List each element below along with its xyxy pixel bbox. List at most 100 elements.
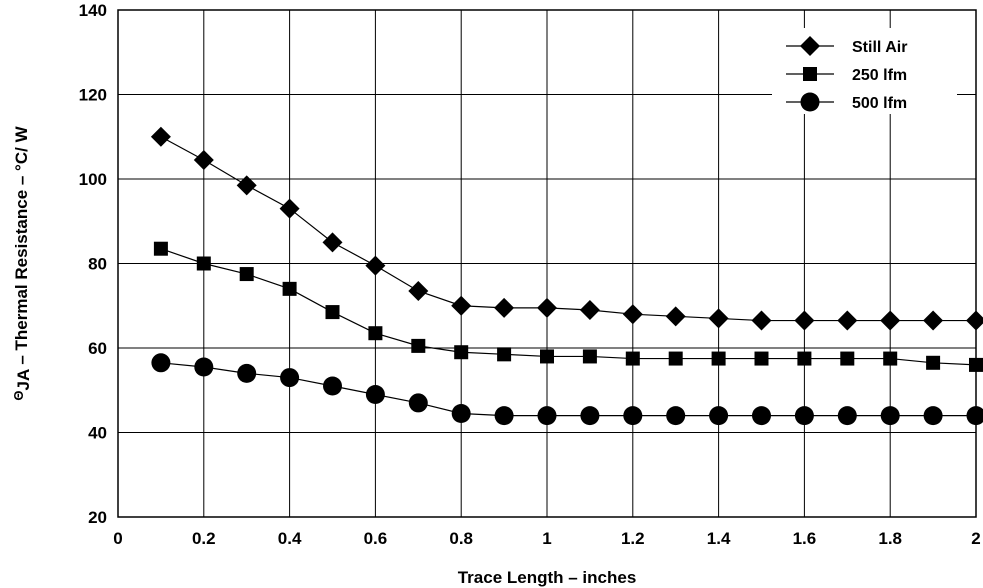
data-point-square bbox=[711, 351, 726, 366]
data-point-square bbox=[497, 347, 512, 362]
legend-item: 500 lfm bbox=[786, 92, 907, 112]
x-tick-label: 0.4 bbox=[278, 529, 302, 548]
y-axis-label-subscript: JA bbox=[14, 369, 33, 390]
series-layer bbox=[150, 126, 983, 426]
data-point-diamond bbox=[665, 306, 686, 327]
data-point-circle bbox=[623, 406, 643, 426]
data-point-square bbox=[797, 351, 812, 366]
data-point-circle bbox=[837, 406, 857, 426]
legend-marker-diamond bbox=[800, 36, 820, 56]
data-point-diamond bbox=[966, 310, 983, 331]
data-point-circle bbox=[923, 406, 943, 426]
y-tick-label: 20 bbox=[88, 508, 107, 527]
data-point-circle bbox=[323, 376, 342, 396]
y-axis-label: ΘJA – Thermal Resistance – °C/ W bbox=[11, 125, 33, 400]
data-point-diamond bbox=[880, 310, 901, 331]
x-tick-label: 1.8 bbox=[878, 529, 902, 548]
y-axis-label-theta: Θ bbox=[11, 390, 26, 400]
data-point-diamond bbox=[579, 299, 600, 320]
data-point-circle bbox=[580, 406, 600, 426]
x-tick-label: 1.6 bbox=[793, 529, 817, 548]
legend-marker-circle bbox=[800, 92, 820, 112]
y-tick-label: 40 bbox=[88, 424, 107, 443]
legend-label: Still Air bbox=[852, 39, 907, 56]
y-tick-label: 60 bbox=[88, 339, 107, 358]
data-point-square bbox=[926, 355, 941, 370]
y-tick-label: 140 bbox=[79, 1, 107, 20]
x-tick-label: 0.6 bbox=[364, 529, 388, 548]
x-tick-label: 1.2 bbox=[621, 529, 645, 548]
data-point-square bbox=[153, 241, 168, 256]
data-point-diamond bbox=[365, 255, 386, 276]
x-tick-label: 0.2 bbox=[192, 529, 216, 548]
data-point-square bbox=[840, 351, 855, 366]
data-point-circle bbox=[966, 406, 983, 426]
data-point-circle bbox=[494, 406, 514, 426]
data-point-circle bbox=[280, 368, 300, 388]
data-point-diamond bbox=[408, 280, 429, 301]
data-point-square bbox=[325, 305, 340, 320]
data-point-square bbox=[282, 281, 297, 296]
data-point-circle bbox=[194, 357, 214, 377]
data-point-diamond bbox=[451, 295, 472, 316]
legend-item: Still Air bbox=[786, 36, 907, 56]
data-point-circle bbox=[709, 406, 729, 426]
data-point-square bbox=[625, 351, 640, 366]
data-point-diamond bbox=[193, 149, 214, 170]
x-tick-label: 0.8 bbox=[449, 529, 473, 548]
data-point-diamond bbox=[322, 232, 343, 253]
data-point-diamond bbox=[150, 126, 171, 147]
data-point-circle bbox=[451, 403, 471, 423]
x-tick-label: 0 bbox=[113, 529, 122, 548]
data-point-diamond bbox=[837, 310, 858, 331]
x-tick-label: 2 bbox=[971, 529, 980, 548]
data-point-square bbox=[883, 351, 898, 366]
x-axis-ticks: 0 0.2 0.4 0.6 0.8 1 1.2 1.4 1.6 1.8 2 bbox=[113, 529, 980, 548]
data-point-diamond bbox=[708, 308, 729, 329]
data-point-circle bbox=[237, 363, 257, 383]
data-point-square bbox=[540, 349, 554, 364]
legend-label: 500 lfm bbox=[852, 95, 907, 112]
data-point-square bbox=[239, 267, 254, 282]
data-point-circle bbox=[151, 353, 171, 373]
data-point-square bbox=[582, 349, 597, 364]
data-point-diamond bbox=[622, 304, 643, 325]
data-point-square bbox=[411, 338, 426, 353]
data-point-diamond bbox=[236, 175, 257, 196]
plot-frame bbox=[117, 9, 977, 518]
x-tick-label: 1.4 bbox=[707, 529, 731, 548]
series-still-air bbox=[150, 126, 983, 331]
data-point-circle bbox=[408, 393, 428, 413]
data-point-circle bbox=[666, 406, 686, 426]
data-point-diamond bbox=[923, 310, 944, 331]
data-point-diamond bbox=[751, 310, 772, 331]
legend: Still Air 250 lfm 500 lfm bbox=[772, 28, 957, 114]
y-tick-label: 100 bbox=[79, 170, 107, 189]
legend-item: 250 lfm bbox=[786, 67, 907, 84]
series-500-lfm bbox=[151, 353, 983, 426]
data-point-diamond bbox=[279, 198, 300, 219]
data-point-circle bbox=[880, 406, 900, 426]
data-point-circle bbox=[537, 406, 557, 426]
data-point-square bbox=[969, 357, 983, 372]
y-axis-ticks: 20 40 60 80 100 120 140 bbox=[79, 1, 107, 527]
y-tick-label: 120 bbox=[79, 86, 107, 105]
x-tick-label: 1 bbox=[542, 529, 551, 548]
legend-label: 250 lfm bbox=[852, 67, 907, 84]
y-tick-label: 80 bbox=[88, 255, 107, 274]
series-line bbox=[160, 248, 977, 366]
data-point-circle bbox=[794, 406, 814, 426]
data-point-square bbox=[196, 256, 211, 271]
data-point-diamond bbox=[537, 297, 557, 318]
data-point-square bbox=[454, 345, 469, 360]
data-point-circle bbox=[752, 406, 771, 426]
data-point-diamond bbox=[494, 297, 515, 318]
x-axis-label: Trace Length – inches bbox=[458, 568, 637, 587]
data-point-square bbox=[754, 351, 769, 366]
data-point-circle bbox=[365, 384, 385, 404]
series-250-lfm bbox=[153, 241, 983, 372]
y-axis-label-rest: – Thermal Resistance – °C/ W bbox=[12, 125, 31, 369]
data-point-diamond bbox=[794, 310, 815, 331]
data-point-square bbox=[368, 326, 383, 341]
